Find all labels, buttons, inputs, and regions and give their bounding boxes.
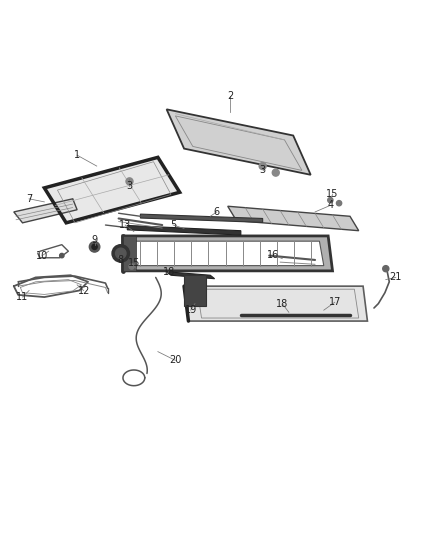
- Circle shape: [116, 248, 126, 259]
- Circle shape: [129, 264, 134, 269]
- Text: 5: 5: [170, 220, 176, 230]
- Circle shape: [112, 245, 130, 262]
- Text: 21: 21: [390, 272, 402, 282]
- Text: 16: 16: [268, 250, 280, 260]
- Circle shape: [383, 265, 389, 272]
- Text: 18: 18: [276, 298, 289, 309]
- Circle shape: [328, 198, 333, 203]
- Circle shape: [89, 241, 100, 252]
- Text: 4: 4: [327, 200, 333, 211]
- Text: 15: 15: [127, 258, 140, 268]
- Text: 11: 11: [16, 292, 28, 302]
- Circle shape: [60, 253, 64, 258]
- Polygon shape: [123, 236, 136, 271]
- Circle shape: [259, 163, 266, 169]
- Text: 15: 15: [326, 189, 339, 199]
- Text: 8: 8: [118, 255, 124, 265]
- Text: 10: 10: [36, 251, 48, 261]
- Polygon shape: [44, 157, 180, 223]
- Polygon shape: [166, 109, 311, 175]
- Circle shape: [92, 244, 97, 249]
- Polygon shape: [123, 236, 332, 271]
- Text: 3: 3: [127, 181, 133, 191]
- Text: 7: 7: [26, 194, 32, 204]
- Polygon shape: [166, 272, 215, 279]
- Circle shape: [126, 178, 133, 185]
- Text: 17: 17: [328, 297, 341, 308]
- Text: 9: 9: [92, 235, 98, 245]
- Text: 1: 1: [74, 150, 80, 160]
- Circle shape: [336, 200, 342, 206]
- Text: 20: 20: [169, 356, 181, 365]
- Text: 18: 18: [162, 266, 175, 277]
- Polygon shape: [184, 286, 367, 321]
- Polygon shape: [184, 275, 206, 306]
- Polygon shape: [132, 241, 324, 265]
- Polygon shape: [228, 206, 359, 231]
- Polygon shape: [127, 225, 241, 235]
- Text: 13: 13: [119, 220, 131, 230]
- Text: 3: 3: [260, 165, 266, 175]
- Text: 2: 2: [227, 91, 233, 101]
- Circle shape: [272, 169, 279, 176]
- Text: 6: 6: [214, 207, 220, 217]
- Polygon shape: [141, 214, 263, 222]
- Text: 12: 12: [78, 286, 90, 295]
- Polygon shape: [14, 199, 77, 223]
- Text: 19: 19: [184, 305, 197, 315]
